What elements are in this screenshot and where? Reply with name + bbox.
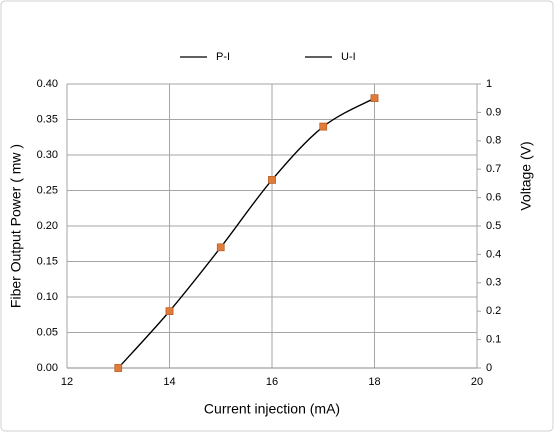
y-tick-label: 0.25 xyxy=(37,184,58,196)
marker xyxy=(370,94,379,102)
x-tick-label: 16 xyxy=(266,376,278,388)
y2-tick-label: 0.3 xyxy=(486,277,501,289)
marker xyxy=(268,176,276,184)
chart-frame xyxy=(0,0,554,432)
y2-axis-title: Voltage (V) xyxy=(518,141,534,210)
marker xyxy=(114,364,123,372)
y2-tick-label: 1 xyxy=(486,78,492,90)
y2-tick-label: 0 xyxy=(486,362,492,374)
y-tick-label: 0.30 xyxy=(37,149,58,161)
legend-label: U-I xyxy=(341,51,356,63)
x-tick-label: 18 xyxy=(368,376,380,388)
y2-tick-label: 0.9 xyxy=(486,106,501,118)
y-tick-label: 0.40 xyxy=(37,78,58,90)
y2-tick-label: 0.2 xyxy=(486,305,501,317)
y-tick-label: 0.00 xyxy=(37,362,58,374)
y2-tick-label: 0.7 xyxy=(486,163,501,175)
y2-tick-label: 0.5 xyxy=(486,220,501,232)
y-tick-label: 0.20 xyxy=(37,220,58,232)
x-tick-label: 12 xyxy=(61,376,73,388)
y-tick-label: 0.35 xyxy=(37,113,58,125)
marker xyxy=(319,122,328,131)
y-tick-label: 0.15 xyxy=(37,255,58,267)
x-tick-label: 20 xyxy=(471,376,483,388)
x-axis-title: Current injection (mA) xyxy=(204,401,340,417)
x-tick-label: 14 xyxy=(163,376,175,388)
marker xyxy=(165,307,174,316)
y2-tick-label: 0.6 xyxy=(486,192,501,204)
legend-label: P-I xyxy=(216,51,230,63)
y-tick-label: 0.10 xyxy=(37,291,58,303)
y2-tick-label: 0.4 xyxy=(486,248,501,260)
y-axis-title: Fiber Output Power ( mw ) xyxy=(8,144,24,308)
y2-tick-label: 0.1 xyxy=(486,334,501,346)
marker xyxy=(216,243,225,252)
y2-tick-label: 0.8 xyxy=(486,135,501,147)
y-tick-label: 0.05 xyxy=(37,326,58,338)
